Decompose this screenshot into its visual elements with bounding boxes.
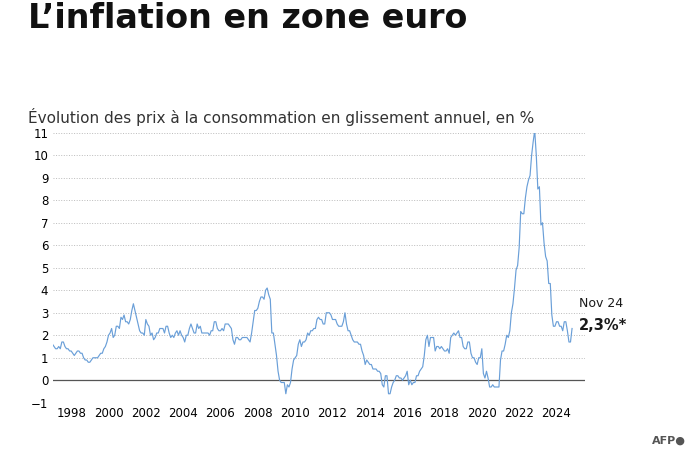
Text: AFP●: AFP●: [652, 436, 686, 446]
Text: Nov 24: Nov 24: [579, 297, 623, 310]
Text: Évolution des prix à la consommation en glissement annuel, en %: Évolution des prix à la consommation en …: [28, 108, 534, 126]
Text: L’inflation en zone euro: L’inflation en zone euro: [28, 2, 468, 35]
Text: 2,3%*: 2,3%*: [579, 318, 627, 333]
